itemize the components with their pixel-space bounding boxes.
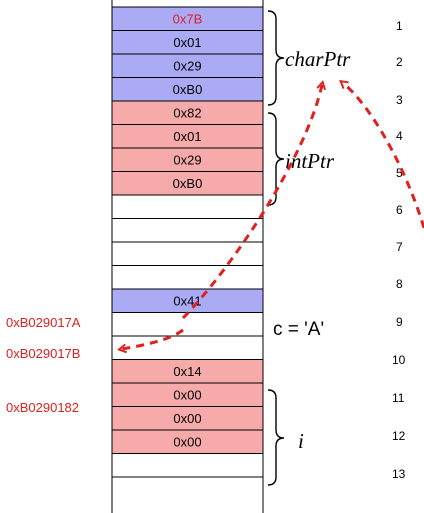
- memory-cell-value: 0xB0: [173, 82, 203, 97]
- memory-cell: [111, 335, 264, 360]
- line-number: 7: [396, 240, 403, 254]
- line-number: 4: [396, 129, 403, 143]
- memory-cell: [111, 194, 264, 219]
- memory-cell-value: 0x41: [173, 294, 201, 309]
- address-label-b: 0xB029017B: [6, 346, 80, 361]
- line-number: 1: [396, 19, 403, 33]
- line-number: 5: [396, 166, 403, 180]
- label-charptr: charPtr: [285, 47, 351, 71]
- memory-cell: [111, 241, 264, 266]
- label-intptr: intPtr: [285, 149, 335, 173]
- address-label-a: 0xB029017A: [6, 315, 81, 330]
- memory-cell: [111, 453, 264, 478]
- memory-cell-value: 0x29: [173, 153, 201, 168]
- line-number: 8: [396, 277, 403, 291]
- memory-cell-value: 0x00: [173, 411, 201, 426]
- memory-cell-value: 0x00: [173, 388, 201, 403]
- arrow-to-address-b: [122, 328, 184, 349]
- line-number: 12: [392, 429, 406, 443]
- line-number: 6: [396, 203, 403, 217]
- line-number: 13: [392, 467, 406, 481]
- memory-cell-value: 0xB0: [173, 176, 203, 191]
- memory-cell-value: 0x82: [173, 106, 201, 121]
- label-c-assign: c = 'A': [273, 319, 324, 340]
- memory-cell: [111, 218, 264, 243]
- brace-intptr: [267, 112, 285, 206]
- line-number: 2: [396, 55, 403, 69]
- memory-cell-value: 0x00: [173, 435, 201, 450]
- memory-cell-value: 0x01: [173, 129, 201, 144]
- label-i: i: [298, 429, 304, 453]
- memory-cell-value: 0x14: [173, 364, 201, 379]
- line-number: 10: [392, 353, 406, 367]
- memory-cells: 0x7B 0x01 0x29 0xB0 0x82 0x01 0x29 0xB0 0x41 0x14…: [111, 6, 264, 478]
- line-number: 9: [396, 315, 403, 329]
- brace-i: [267, 389, 285, 486]
- memory-cell: [111, 265, 264, 290]
- memory-cell-value: 0x29: [173, 59, 201, 74]
- line-number: 11: [392, 391, 405, 405]
- address-label-c: 0xB0290182: [6, 400, 79, 415]
- arrow-c-to-charptr: [181, 85, 322, 320]
- arrow-charptr-to-next-address: [343, 83, 424, 229]
- line-numbers: 1 2 3 4 5 6 7 8 9 10 11 12 13: [392, 19, 406, 481]
- memory-cell-value: 0x01: [173, 35, 201, 50]
- line-number: 3: [396, 93, 403, 107]
- brace-charptr: [267, 10, 285, 106]
- memory-cell: [111, 312, 264, 337]
- memory-cell-value: 0x7B: [173, 12, 203, 27]
